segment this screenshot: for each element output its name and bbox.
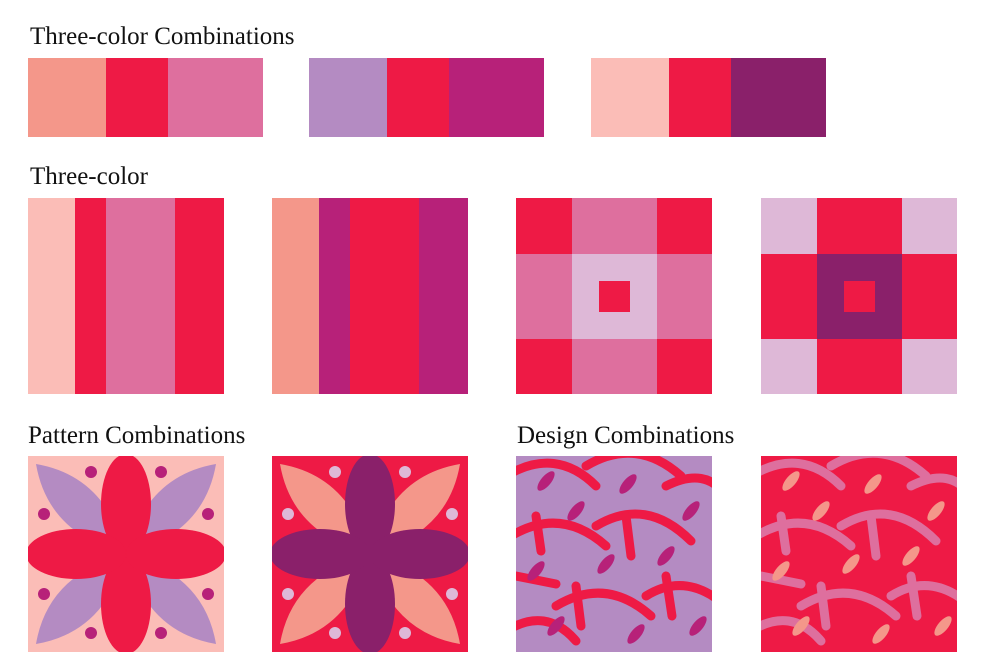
flower-1-main-petals [28, 456, 224, 652]
flower-tile-2 [272, 456, 468, 652]
palette-1-swatch-2 [106, 58, 168, 137]
flower-2-main-petals [272, 456, 468, 652]
stripe-tile-2 [272, 198, 468, 394]
design-tile-2 [761, 456, 957, 652]
stripe-2-band-3 [350, 198, 419, 394]
design-tile-1 [516, 456, 712, 652]
heading-pattern-combinations: Pattern Combinations [28, 422, 246, 449]
stripe-2-band-4 [419, 198, 468, 394]
flower-tile-1 [28, 456, 224, 652]
design-2-arcs [761, 456, 957, 646]
design-1-leaves [527, 471, 707, 644]
palette-strip-2 [309, 58, 544, 137]
flower-2-dots [282, 466, 458, 639]
block-2-core [844, 281, 875, 312]
flower-1-diagonal-petals [36, 464, 216, 644]
flower-1-dots [38, 466, 214, 639]
block-1-core [599, 281, 630, 312]
stripe-1-band-1 [28, 198, 75, 394]
palette-3-swatch-2 [669, 58, 731, 137]
palette-1-swatch-3 [168, 58, 263, 137]
heading-three-color: Three-color [30, 163, 148, 190]
stripe-tile-1 [28, 198, 224, 394]
stripe-1-band-4 [175, 198, 224, 394]
flower-2-diagonal-petals [280, 464, 460, 644]
design-2-leaves [772, 471, 952, 644]
palette-1-swatch-1 [28, 58, 106, 137]
palette-3-swatch-1 [591, 58, 669, 137]
heading-three-color-combinations: Three-color Combinations [30, 23, 295, 50]
stripe-1-band-3 [106, 198, 175, 394]
palette-strip-1 [28, 58, 263, 137]
block-tile-2 [761, 198, 957, 394]
design-1-arcs [516, 456, 712, 646]
palette-2-swatch-2 [387, 58, 449, 137]
palette-2-swatch-1 [309, 58, 387, 137]
stripe-2-band-2 [319, 198, 350, 394]
heading-design-combinations: Design Combinations [517, 422, 735, 449]
block-tile-1 [516, 198, 712, 394]
palette-3-swatch-3 [731, 58, 826, 137]
palette-strip-3 [591, 58, 826, 137]
stripe-1-band-2 [75, 198, 106, 394]
stripe-2-band-1 [272, 198, 319, 394]
palette-2-swatch-3 [449, 58, 544, 137]
